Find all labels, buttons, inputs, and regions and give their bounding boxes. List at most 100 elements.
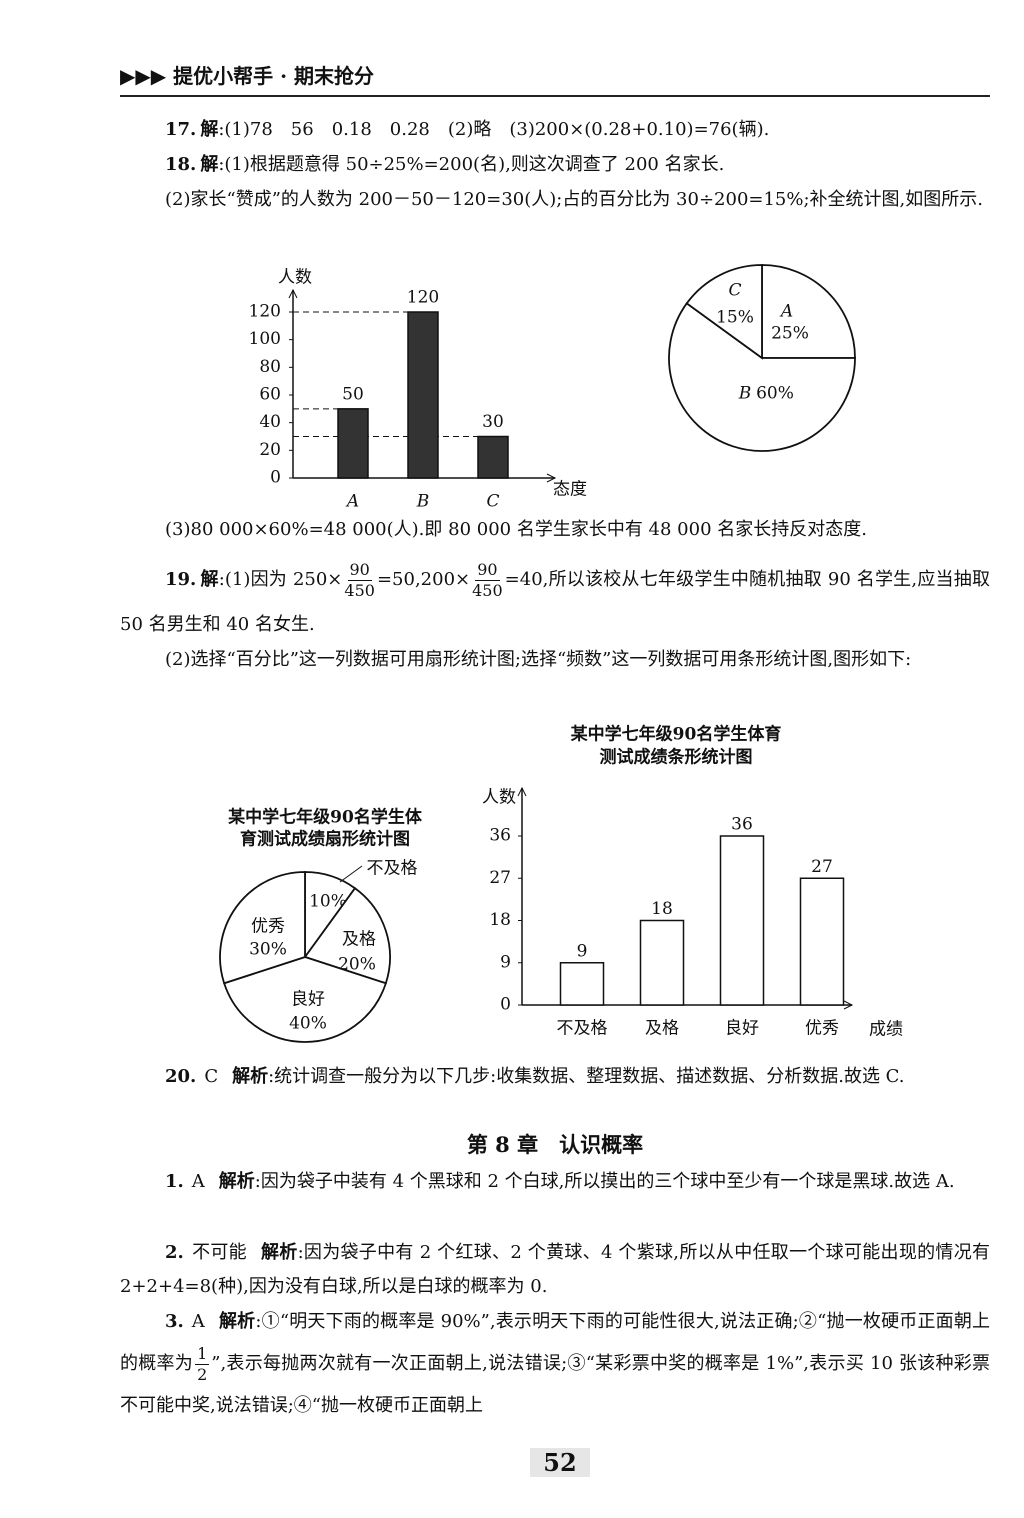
slice-value-label: 40% (289, 1014, 327, 1034)
answer-item: 19. 解:(1)因为 250× 90 450 =50,200× 90 450 =40,所以该… (120, 557, 990, 647)
pie-slice (219, 871, 306, 985)
value-label: 30 (482, 412, 504, 432)
x-tick-label: A (345, 492, 359, 512)
item-answer: 不可能 (191, 1242, 247, 1263)
y-axis-arrow (288, 288, 298, 299)
pie-slice (668, 302, 856, 452)
item-lead: 解析 (218, 1171, 255, 1192)
item-lead: 解析 (260, 1242, 298, 1263)
y-tick-label: 100 (249, 329, 281, 349)
page-number: 52 (530, 1448, 590, 1477)
y-tick-label: 0 (270, 468, 281, 488)
y-tick-label: 60 (259, 385, 281, 405)
item-number: 17. (165, 119, 197, 140)
denominator: 2 (197, 1364, 208, 1384)
y-tick-label: 0 (500, 995, 511, 1015)
text-run: :①“明天下雨的概率是 90%”,表示明天下雨的可能性很大,说法正确;②“抛一枚… (120, 1311, 991, 1374)
y-axis-label: 人数 (278, 268, 312, 288)
text-run: (3)80 000×60%=48 000(人).即 80 000 名学生家长中有… (165, 519, 867, 540)
x-tick-label: 不及格 (557, 1019, 608, 1039)
item-number: 18. (165, 154, 197, 175)
chart-title: 某中学七年级90名学生体育 (571, 724, 782, 745)
value-label: 27 (811, 857, 833, 877)
bar (477, 435, 509, 479)
answer-item: 18. 解:(1)根据题意得 50÷25%=200(名),则这次调查了 200 名… (120, 148, 990, 182)
y-tick-label: 40 (259, 412, 281, 432)
slice-category: C (728, 281, 741, 301)
pie-slice (303, 886, 391, 985)
answer-item: 1. A 解析:因为袋子中装有 4 个黑球和 2 个白球,所以摸出的三个球中至少有一… (120, 1164, 990, 1200)
slice-value-label: 60% (756, 384, 794, 404)
bar (337, 408, 369, 479)
text-run: :(1)78 56 0.18 0.28 (2)略 (3)200×(0.28+0.… (218, 119, 770, 140)
answer-item: 2. 不可能 解析:因为袋子中有 2 个红球、2 个黄球、4 个紫球,所以从中任取一… (120, 1236, 990, 1304)
chart-title: 测试成绩条形统计图 (600, 747, 753, 768)
item-number: 19. (165, 569, 197, 590)
chapter-heading: 第 8 章 认识概率 (120, 1128, 990, 1162)
text-run: ”,表示每抛两次就有一次正面朝上,说法错误;③“某彩票中奖的概率是 1%”,表示… (120, 1353, 991, 1416)
numerator: 90 (475, 559, 500, 581)
item-number: 20. (165, 1066, 197, 1087)
slice-value-label: 30% (249, 940, 287, 960)
x-tick-label: 及格 (645, 1019, 679, 1039)
item-answer: A (191, 1311, 205, 1332)
pie-slice (761, 264, 856, 359)
pie-slice (223, 956, 387, 1043)
x-tick-label: 优秀 (805, 1019, 839, 1039)
item-answer: A (191, 1171, 205, 1192)
slice-category: B (738, 384, 752, 404)
text-run: :(1)因为 250× (218, 569, 343, 590)
answer-item: 17. 解:(1)78 56 0.18 0.28 (2)略 (3)200×(0.2… (120, 113, 990, 147)
y-tick-label: 36 (489, 826, 511, 846)
item-answer: C (204, 1066, 219, 1087)
value-label: 36 (731, 815, 753, 835)
paragraph: (2)家长“赞成”的人数为 200－50－120=30(人);占的百分比为 30… (120, 182, 990, 218)
header-title: 提优小帮手 · 期末抢分 (173, 64, 374, 88)
text-run: =40,所以该校从七年级学生中随机抽取 90 名学生,应当抽取 50 名男生和 … (120, 569, 991, 635)
text-run: :因为袋子中有 2 个红球、2 个黄球、4 个紫球,所以从中任取一个球可能出现的… (120, 1242, 991, 1297)
slice-value-label: 25% (771, 324, 809, 344)
item-number: 2. (165, 1242, 184, 1263)
text-run: (2)选择“百分比”这一列数据可用扇形统计图;选择“频数”这一列数据可用条形统计… (165, 649, 912, 670)
item-number: 1. (165, 1171, 184, 1192)
text-run: :因为袋子中装有 4 个黑球和 2 个白球,所以摸出的三个球中至少有一个球是黑球… (254, 1171, 955, 1192)
numerator: 1 (195, 1343, 210, 1365)
value-label: 9 (577, 941, 588, 961)
slice-value-label: 15% (716, 308, 754, 328)
header-rule (120, 95, 990, 97)
fraction: 90 450 (344, 560, 375, 601)
paragraph: (2)选择“百分比”这一列数据可用扇形统计图;选择“频数”这一列数据可用条形统计… (120, 642, 990, 678)
y-axis-arrow (517, 786, 527, 797)
heading-text: 第 8 章 认识概率 (466, 1132, 644, 1157)
slice-category: 不及格 (367, 859, 418, 879)
slice-value-label: 20% (338, 955, 376, 975)
bar (799, 877, 845, 1006)
item-lead: 解 (200, 569, 219, 590)
item-lead: 解 (200, 119, 219, 140)
item-lead: 解析 (218, 1311, 256, 1332)
chart-title: 育测试成绩扇形统计图 (240, 829, 410, 850)
bar (719, 835, 765, 1006)
y-tick-label: 120 (249, 302, 281, 322)
slice-category: A (779, 302, 793, 322)
fraction: 90 450 (472, 560, 503, 601)
slice-category: 优秀 (251, 917, 285, 937)
leader-line (339, 865, 363, 883)
answer-item: 3. A 解析:①“明天下雨的概率是 90%”,表示明天下雨的可能性很大,说法正确;… (120, 1301, 990, 1427)
y-tick-label: 18 (489, 910, 511, 930)
text-run: =50,200× (376, 569, 471, 590)
value-label: 18 (651, 899, 673, 919)
y-tick-label: 27 (489, 868, 511, 888)
x-axis-arrow (843, 1000, 854, 1010)
bar (559, 962, 605, 1006)
bar (407, 311, 439, 479)
text-run: (2)家长“赞成”的人数为 200－50－120=30(人);占的百分比为 30… (165, 189, 983, 210)
y-tick-label: 80 (259, 357, 281, 377)
x-tick-label: C (486, 492, 499, 512)
slice-value-label: 10% (309, 892, 347, 912)
x-axis-label: 成绩 (869, 1020, 903, 1040)
bar (639, 919, 685, 1006)
